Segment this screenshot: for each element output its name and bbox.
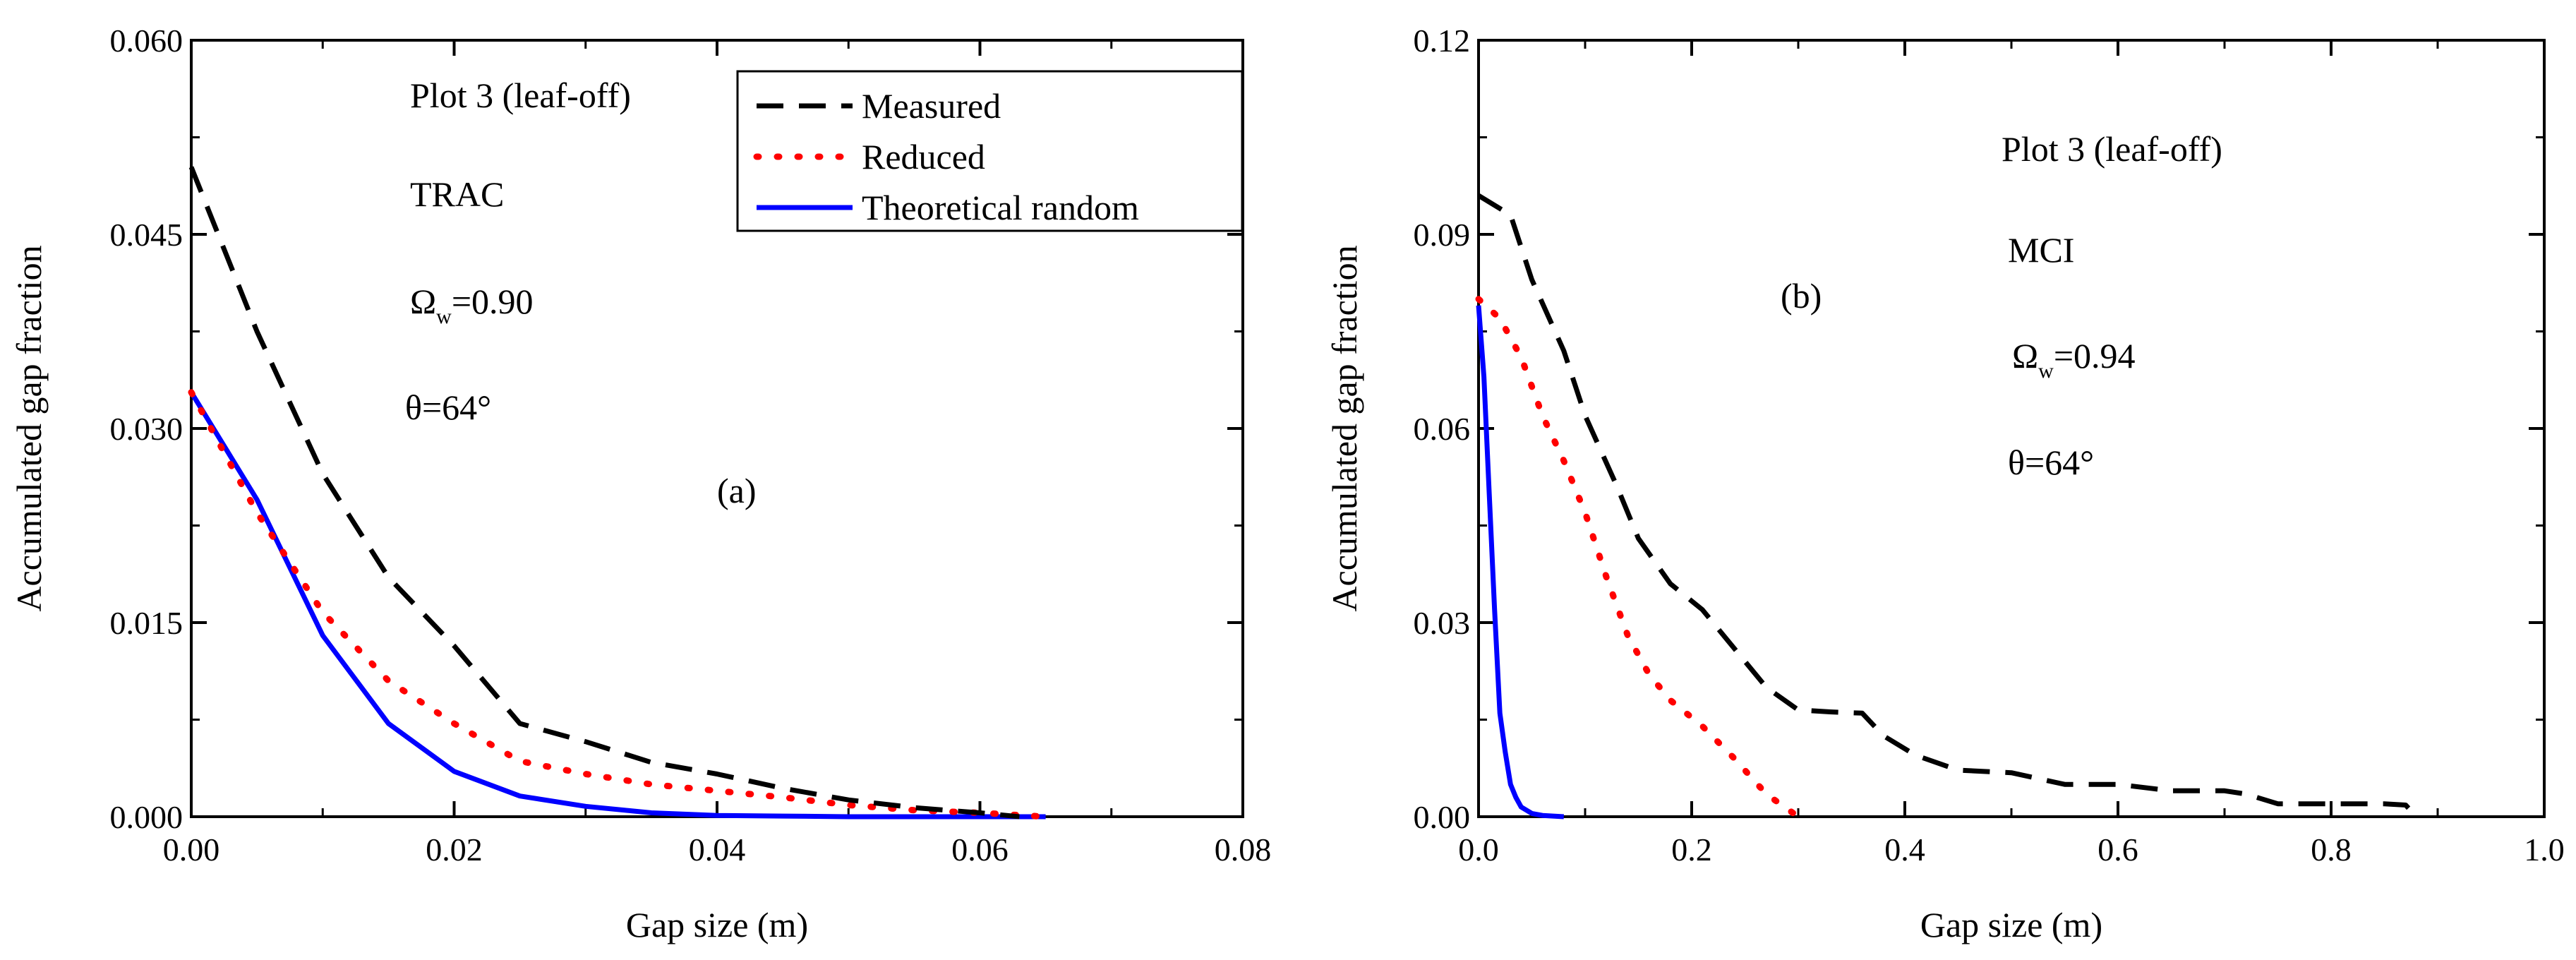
y-tick-label-b-4: 0.12 — [1414, 23, 1471, 59]
annotation-theta-b: θ=64° — [2008, 443, 2094, 482]
x-tick-label-b-4: 0.8 — [2311, 832, 2352, 868]
y-axis-title-a: Accumulated gap fraction — [9, 245, 49, 611]
annotation-plot-a: Plot 3 (leaf-off) — [410, 76, 631, 115]
x-tick-label-b-2: 0.4 — [1884, 832, 1925, 868]
y-tick-label-a-2: 0.030 — [110, 411, 183, 447]
annotation-theta-a: θ=64° — [405, 388, 491, 427]
tick-marks-b — [1477, 39, 2546, 818]
x-tick-label-a-2: 0.04 — [689, 832, 746, 868]
y-tick-label-a-0: 0.000 — [110, 799, 183, 835]
y-tick-label-b-0: 0.00 — [1414, 799, 1471, 835]
legend-label-reduced: Reduced — [862, 137, 985, 176]
series-reduced-a — [188, 389, 1049, 820]
chart-panel-a: 0.00 0.02 0.04 0.06 0.08 0.000 0.015 0.030 0.045… — [9, 23, 1271, 944]
y-tick-label-a-3: 0.045 — [110, 217, 183, 253]
y-tick-label-b-2: 0.06 — [1414, 411, 1471, 447]
series-lines-a — [188, 166, 1049, 820]
y-tick-label-b-1: 0.03 — [1414, 605, 1471, 641]
annotation-omega-a: Ωw=0.90 — [410, 282, 534, 328]
series-reduced-b — [1475, 296, 1802, 820]
legend: Measured Reduced Theoretical random — [736, 70, 1244, 232]
annotation-omega-b: Ωw=0.94 — [2012, 336, 2136, 383]
annotation-method-b: MCI — [2008, 230, 2074, 270]
series-measured-a — [188, 166, 1020, 820]
x-tick-label-a-4: 0.08 — [1215, 832, 1272, 868]
series-theoretical-random-a — [189, 390, 1046, 820]
x-tick-label-b-1: 0.2 — [1671, 832, 1712, 868]
x-tick-label-a-0: 0.00 — [163, 832, 220, 868]
x-axis-title-a: Gap size (m) — [626, 905, 808, 944]
legend-label-theoretical: Theoretical random — [862, 188, 1139, 227]
tick-labels-b: 0.0 0.2 0.4 0.6 0.8 1.0 0.00 0.03 0.06 0.09 0.12 — [1414, 23, 2565, 868]
x-axis-title-b: Gap size (m) — [1920, 905, 2102, 944]
series-measured-b — [1477, 193, 2419, 819]
legend-label-measured: Measured — [862, 86, 1001, 126]
y-tick-label-a-4: 0.060 — [110, 23, 183, 59]
series-lines-b — [1475, 193, 2419, 820]
x-tick-label-b-3: 0.6 — [2097, 832, 2138, 868]
y-axis-title-b: Accumulated gap fraction — [1325, 245, 1364, 611]
tick-labels-a: 0.00 0.02 0.04 0.06 0.08 0.000 0.015 0.030 0.045… — [110, 23, 1272, 868]
annotation-plot-b: Plot 3 (leaf-off) — [2002, 129, 2222, 169]
panel-label-b: (b) — [1781, 276, 1822, 316]
x-tick-label-a-3: 0.06 — [951, 832, 1009, 868]
chart-panel-b: 0.0 0.2 0.4 0.6 0.8 1.0 0.00 0.03 0.06 0.09 0.12 G… — [1325, 23, 2565, 944]
x-tick-label-a-1: 0.02 — [426, 832, 483, 868]
y-tick-label-b-3: 0.09 — [1414, 217, 1471, 253]
x-tick-label-b-0: 0.0 — [1458, 832, 1499, 868]
y-tick-label-a-1: 0.015 — [110, 605, 183, 641]
panel-label-a: (a) — [717, 471, 757, 510]
legend-box — [736, 70, 1244, 232]
annotation-method-a: TRAC — [410, 174, 504, 214]
series-theoretical-random-b — [1476, 305, 1565, 820]
x-tick-label-b-5: 1.0 — [2524, 832, 2565, 868]
